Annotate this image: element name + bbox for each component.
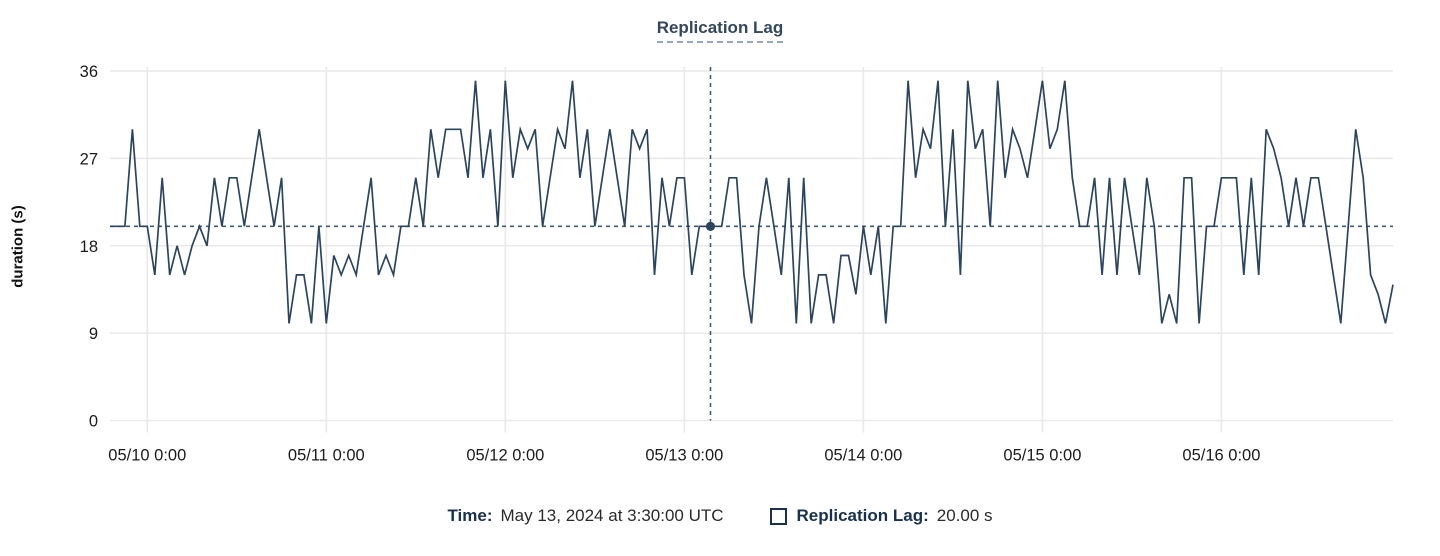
- chart-title[interactable]: Replication Lag: [656, 18, 784, 43]
- legend-swatch-icon[interactable]: [769, 507, 787, 525]
- series-value: 20.00 s: [936, 506, 993, 525]
- time-value: May 13, 2024 at 3:30:00 UTC: [500, 506, 724, 525]
- x-tick-label: 05/13 0:00: [645, 447, 723, 465]
- x-tick-label: 05/12 0:00: [466, 447, 544, 465]
- time-label: Time:: [447, 506, 493, 525]
- y-tick-label: 0: [89, 413, 98, 431]
- chart-footer: Time: May 13, 2024 at 3:30:00 UTC Replic…: [0, 506, 1440, 526]
- y-tick-label: 18: [80, 238, 98, 256]
- crosshair-time-readout: Time: May 13, 2024 at 3:30:00 UTC: [447, 506, 723, 526]
- series-line-replication-lag[interactable]: [110, 80, 1394, 324]
- y-tick-label: 9: [89, 325, 98, 343]
- x-tick-label: 05/15 0:00: [1003, 447, 1081, 465]
- y-tick-label: 27: [80, 150, 98, 168]
- x-tick-label: 05/11 0:00: [288, 447, 365, 465]
- legend-item-replication-lag[interactable]: Replication Lag: 20.00 s: [769, 506, 993, 526]
- crosshair-dot: [705, 221, 716, 231]
- x-tick-label: 05/14 0:00: [824, 447, 902, 465]
- y-tick-label: 36: [80, 63, 98, 81]
- series-label: Replication Lag:: [796, 506, 929, 525]
- chart-title-row: Replication Lag: [0, 18, 1440, 43]
- x-tick-label: 05/10 0:00: [108, 447, 186, 465]
- x-tick-label: 05/16 0:00: [1182, 447, 1260, 465]
